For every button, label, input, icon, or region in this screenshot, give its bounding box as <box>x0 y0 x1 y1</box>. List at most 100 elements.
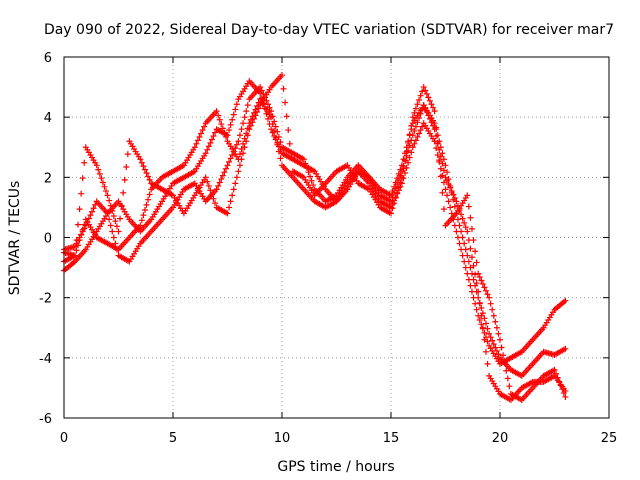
data-point <box>143 170 150 177</box>
data-points <box>61 72 569 403</box>
data-point <box>243 130 250 137</box>
data-point <box>394 175 401 182</box>
data-point <box>503 367 510 374</box>
data-point <box>456 222 463 229</box>
data-point <box>406 132 413 139</box>
data-point <box>445 181 452 188</box>
data-point <box>145 196 152 203</box>
data-point <box>484 360 491 367</box>
data-point <box>448 188 455 195</box>
data-point <box>398 162 405 169</box>
data-point <box>240 140 247 147</box>
series-track-3 <box>61 72 569 403</box>
data-point <box>476 274 483 281</box>
data-point <box>264 115 271 122</box>
data-point <box>437 165 444 172</box>
data-point <box>482 287 489 294</box>
data-point <box>388 198 394 205</box>
data-point <box>212 129 219 136</box>
data-point <box>274 128 281 135</box>
data-point <box>403 144 410 151</box>
data-point <box>232 106 239 113</box>
data-point <box>490 341 497 348</box>
data-point <box>444 177 451 184</box>
data-point <box>478 312 485 319</box>
data-point <box>308 177 315 184</box>
data-point <box>235 156 242 163</box>
data-point <box>196 133 203 140</box>
data-point <box>241 135 248 142</box>
data-point <box>307 173 314 180</box>
data-point <box>236 132 243 139</box>
data-point <box>75 221 82 228</box>
data-point <box>113 223 120 230</box>
data-point <box>238 145 245 152</box>
data-point <box>451 203 458 210</box>
y-tick-label: 6 <box>44 51 52 66</box>
data-point <box>405 138 412 145</box>
data-point <box>419 88 426 95</box>
data-point <box>475 288 482 295</box>
y-axis-label: SDTVAR / TECUs <box>7 181 23 296</box>
data-point <box>467 264 474 271</box>
data-point <box>461 240 468 247</box>
data-point <box>473 259 480 266</box>
data-point <box>433 145 440 152</box>
data-point <box>423 109 430 116</box>
data-point <box>476 300 483 307</box>
data-point <box>277 139 284 146</box>
x-axis-label: GPS time / hours <box>277 459 394 475</box>
data-point <box>481 336 488 343</box>
data-point <box>226 204 233 211</box>
data-point <box>224 210 231 217</box>
data-point <box>268 126 275 133</box>
data-point <box>274 141 281 148</box>
data-point <box>227 155 234 162</box>
data-point <box>76 237 83 244</box>
data-point <box>143 201 150 208</box>
data-point <box>145 173 152 180</box>
data-point <box>205 143 212 150</box>
data-point <box>118 202 125 209</box>
data-point <box>110 234 117 241</box>
data-point <box>263 97 270 104</box>
data-point <box>420 102 427 109</box>
data-point <box>73 247 80 254</box>
data-point <box>397 166 404 173</box>
data-point <box>230 186 237 193</box>
data-point <box>300 156 307 163</box>
data-point <box>495 351 502 358</box>
data-point <box>459 234 466 241</box>
data-point <box>473 306 480 313</box>
data-point <box>402 150 409 157</box>
data-point <box>489 306 496 313</box>
data-point <box>221 169 228 176</box>
data-point <box>403 164 410 171</box>
data-point <box>497 336 503 343</box>
data-point <box>409 114 416 121</box>
data-point <box>199 127 206 134</box>
data-point <box>236 151 243 158</box>
data-point <box>76 206 83 213</box>
data-point <box>454 216 461 223</box>
data-point <box>462 246 469 253</box>
data-point <box>305 169 312 176</box>
data-point <box>89 208 96 215</box>
data-point <box>109 207 116 214</box>
data-point <box>81 159 88 166</box>
data-point <box>479 280 486 287</box>
data-point <box>428 119 435 126</box>
data-point <box>442 162 449 169</box>
data-point <box>414 119 421 126</box>
data-point <box>257 84 264 91</box>
data-point <box>391 200 398 207</box>
data-point <box>437 153 444 160</box>
data-point <box>254 102 261 109</box>
data-point <box>389 205 396 212</box>
x-tick-label: 5 <box>169 431 177 446</box>
data-point <box>138 217 145 224</box>
data-point <box>204 146 211 153</box>
data-point <box>484 291 491 298</box>
data-point <box>458 228 465 235</box>
data-point <box>398 174 405 181</box>
